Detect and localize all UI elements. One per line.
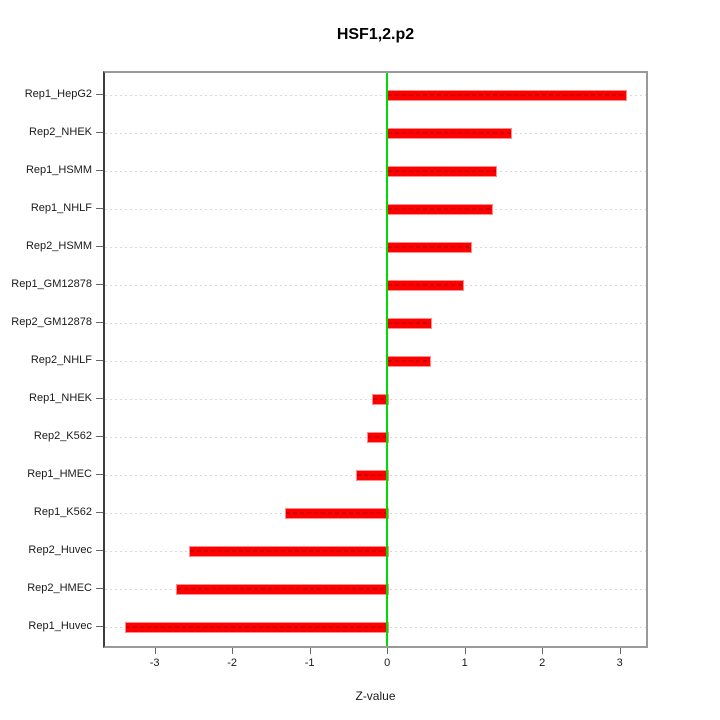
bar-Rep2_Huvec [189, 546, 390, 557]
gridline [105, 209, 646, 210]
gridline [105, 95, 646, 96]
x-tick-label: 3 [616, 657, 623, 669]
y-axis-tick [96, 474, 103, 475]
y-axis-tick [96, 588, 103, 589]
y-tick-label: Rep1_HSMM [25, 164, 92, 176]
y-tick-label: Rep1_GM12878 [11, 278, 92, 290]
y-tick-label: Rep2_GM12878 [11, 316, 92, 328]
x-tick-label: -2 [227, 657, 237, 669]
bar-Rep2_NHLF [387, 356, 431, 367]
gridline [105, 285, 646, 286]
bar-Rep1_GM12878 [387, 280, 465, 291]
bar-Rep1_HMEC [356, 470, 390, 481]
gridline [105, 133, 646, 134]
bar-Rep2_NHEK [387, 128, 512, 139]
gridline [105, 171, 646, 172]
x-tick-label: 1 [461, 657, 468, 669]
y-tick-label: Rep2_NHEK [29, 126, 92, 138]
y-axis-tick [96, 284, 103, 285]
y-axis-tick [96, 170, 103, 171]
x-axis-tick [542, 648, 544, 654]
bar-Rep2_HMEC [175, 584, 390, 595]
x-axis-tick [309, 648, 311, 654]
y-tick-label: Rep1_NHLF [30, 202, 92, 214]
y-axis-tick [96, 626, 103, 627]
x-axis-tick [154, 648, 156, 654]
y-axis-tick [96, 322, 103, 323]
bar-Rep2_K562 [366, 432, 390, 443]
bar-Rep2_GM12878 [387, 318, 432, 329]
x-tick-label: -1 [304, 657, 315, 669]
plot-area [103, 71, 648, 648]
y-axis-tick [96, 512, 103, 513]
x-axis-tick [464, 648, 466, 654]
x-axis-tick [387, 648, 389, 654]
bar-Rep1_Huvec [125, 622, 390, 633]
x-axis-label: Z-value [355, 689, 396, 703]
y-tick-label: Rep1_NHEK [29, 392, 92, 404]
y-axis-tick [96, 208, 103, 209]
y-tick-label: Rep1_Huvec [28, 620, 92, 632]
zero-line [386, 73, 389, 646]
y-tick-label: Rep2_K562 [33, 430, 92, 442]
bar-Rep2_HSMM [387, 242, 473, 253]
y-axis-tick [96, 550, 103, 551]
bar-Rep1_HSMM [387, 166, 497, 177]
x-axis-tick [619, 648, 621, 654]
y-tick-label: Rep2_HSMM [25, 240, 92, 252]
gridline [105, 361, 646, 362]
bar-Rep1_K562 [284, 508, 390, 519]
bar-Rep1_NHEK [372, 394, 390, 405]
y-tick-label: Rep2_Huvec [28, 544, 92, 556]
y-tick-label: Rep1_HMEC [27, 468, 92, 480]
y-axis-tick [96, 132, 103, 133]
x-tick-label: 2 [539, 657, 546, 669]
bar-Rep1_NHLF [387, 204, 493, 215]
y-axis-tick [96, 94, 103, 95]
gridline [105, 323, 646, 324]
y-axis-tick [96, 436, 103, 437]
x-axis-tick [232, 648, 234, 654]
y-tick-label: Rep2_NHLF [30, 354, 92, 366]
y-axis-tick [96, 398, 103, 399]
y-axis-tick [96, 246, 103, 247]
y-tick-label: Rep1_HepG2 [24, 88, 92, 100]
bar-Rep1_HepG2 [387, 90, 628, 101]
x-tick-label: 0 [384, 657, 391, 669]
y-tick-label: Rep2_HMEC [27, 582, 92, 594]
y-tick-label: Rep1_K562 [33, 506, 92, 518]
chart-title: HSF1,2.p2 [336, 26, 415, 43]
y-axis-tick [96, 360, 103, 361]
gridline [105, 247, 646, 248]
x-tick-label: -3 [149, 657, 160, 669]
